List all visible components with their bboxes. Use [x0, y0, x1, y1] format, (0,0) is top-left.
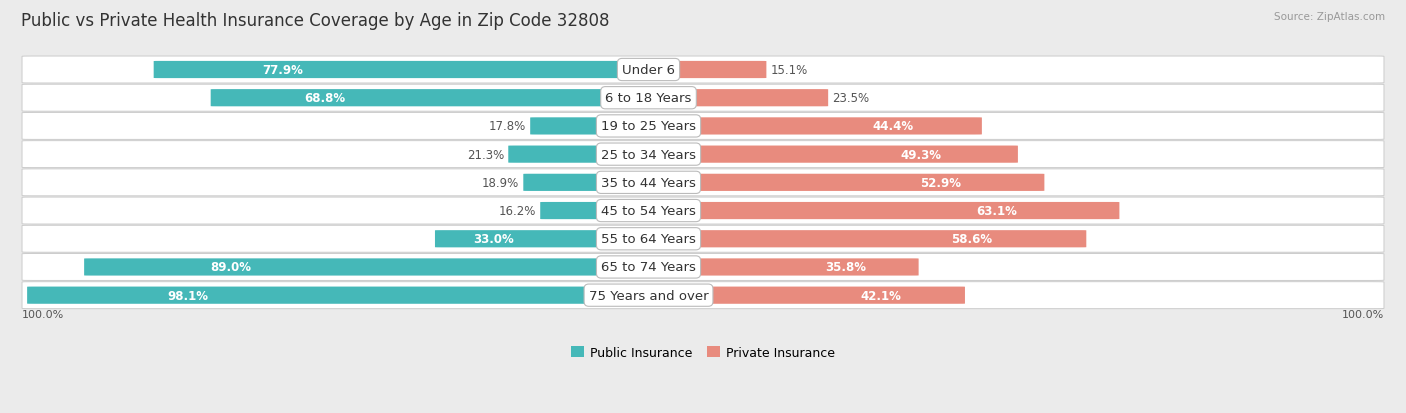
Text: 75 Years and over: 75 Years and over: [589, 289, 709, 302]
Text: 16.2%: 16.2%: [499, 204, 536, 218]
FancyBboxPatch shape: [540, 202, 655, 220]
FancyBboxPatch shape: [22, 254, 1384, 281]
FancyBboxPatch shape: [641, 118, 981, 135]
Text: 89.0%: 89.0%: [209, 261, 250, 274]
Text: 35.8%: 35.8%: [825, 261, 866, 274]
FancyBboxPatch shape: [22, 57, 1384, 84]
Text: 18.9%: 18.9%: [482, 176, 519, 190]
FancyBboxPatch shape: [530, 118, 655, 135]
FancyBboxPatch shape: [22, 197, 1384, 225]
FancyBboxPatch shape: [153, 62, 655, 79]
Text: 23.5%: 23.5%: [832, 92, 869, 105]
Text: 77.9%: 77.9%: [262, 64, 302, 77]
FancyBboxPatch shape: [641, 230, 1087, 248]
Text: 100.0%: 100.0%: [22, 309, 65, 320]
Text: 63.1%: 63.1%: [976, 204, 1017, 218]
Text: 44.4%: 44.4%: [873, 120, 914, 133]
FancyBboxPatch shape: [22, 169, 1384, 196]
FancyBboxPatch shape: [641, 146, 1018, 163]
Text: 49.3%: 49.3%: [900, 148, 941, 161]
Text: Public vs Private Health Insurance Coverage by Age in Zip Code 32808: Public vs Private Health Insurance Cover…: [21, 12, 610, 30]
FancyBboxPatch shape: [641, 259, 918, 276]
Text: 58.6%: 58.6%: [952, 233, 993, 246]
FancyBboxPatch shape: [22, 282, 1384, 309]
Text: 17.8%: 17.8%: [489, 120, 526, 133]
Text: 25 to 34 Years: 25 to 34 Years: [600, 148, 696, 161]
Text: 52.9%: 52.9%: [920, 176, 960, 190]
Text: 45 to 54 Years: 45 to 54 Years: [602, 204, 696, 218]
Text: 65 to 74 Years: 65 to 74 Years: [602, 261, 696, 274]
Text: Source: ZipAtlas.com: Source: ZipAtlas.com: [1274, 12, 1385, 22]
Text: 55 to 64 Years: 55 to 64 Years: [602, 233, 696, 246]
Text: 33.0%: 33.0%: [472, 233, 513, 246]
FancyBboxPatch shape: [22, 226, 1384, 253]
FancyBboxPatch shape: [641, 202, 1119, 220]
FancyBboxPatch shape: [641, 174, 1045, 192]
Text: 35 to 44 Years: 35 to 44 Years: [602, 176, 696, 190]
Text: 15.1%: 15.1%: [770, 64, 807, 77]
FancyBboxPatch shape: [523, 174, 655, 192]
Legend: Public Insurance, Private Insurance: Public Insurance, Private Insurance: [571, 346, 835, 359]
FancyBboxPatch shape: [22, 85, 1384, 112]
Text: 6 to 18 Years: 6 to 18 Years: [606, 92, 692, 105]
FancyBboxPatch shape: [211, 90, 655, 107]
FancyBboxPatch shape: [509, 146, 655, 163]
FancyBboxPatch shape: [27, 287, 655, 304]
FancyBboxPatch shape: [22, 141, 1384, 168]
Text: 68.8%: 68.8%: [305, 92, 346, 105]
FancyBboxPatch shape: [641, 90, 828, 107]
FancyBboxPatch shape: [641, 62, 766, 79]
Text: 98.1%: 98.1%: [167, 289, 208, 302]
FancyBboxPatch shape: [22, 113, 1384, 140]
Text: 21.3%: 21.3%: [467, 148, 505, 161]
FancyBboxPatch shape: [641, 287, 965, 304]
FancyBboxPatch shape: [84, 259, 655, 276]
Text: 19 to 25 Years: 19 to 25 Years: [600, 120, 696, 133]
Text: 42.1%: 42.1%: [860, 289, 901, 302]
Text: 100.0%: 100.0%: [1341, 309, 1384, 320]
FancyBboxPatch shape: [434, 230, 655, 248]
Text: Under 6: Under 6: [621, 64, 675, 77]
